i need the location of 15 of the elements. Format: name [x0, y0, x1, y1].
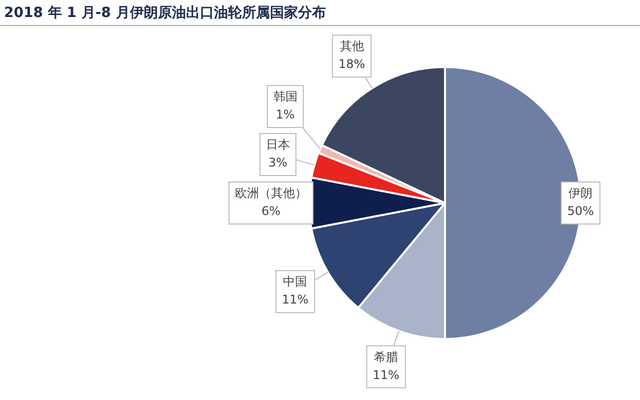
data-label: 1% — [276, 108, 295, 122]
data-label: 6% — [261, 204, 281, 218]
chart-title: 2018 年 1 月-8 月伊朗原油出口油轮所属国家分布 — [0, 0, 640, 26]
slice-label: 伊朗 — [568, 186, 593, 200]
data-label: 50% — [567, 204, 594, 218]
data-label: 11% — [372, 368, 400, 382]
slice-label: 中国 — [283, 274, 308, 289]
data-label: 3% — [268, 156, 288, 170]
slice-label: 希腊 — [374, 350, 398, 364]
slice-label: 韩国 — [273, 90, 298, 104]
slice-label: 日本 — [266, 138, 290, 152]
slice-label: 其他 — [340, 39, 364, 54]
data-label: 11% — [282, 292, 309, 307]
data-label: 18% — [338, 57, 366, 72]
slice-label: 欧洲（其他） — [235, 186, 307, 200]
